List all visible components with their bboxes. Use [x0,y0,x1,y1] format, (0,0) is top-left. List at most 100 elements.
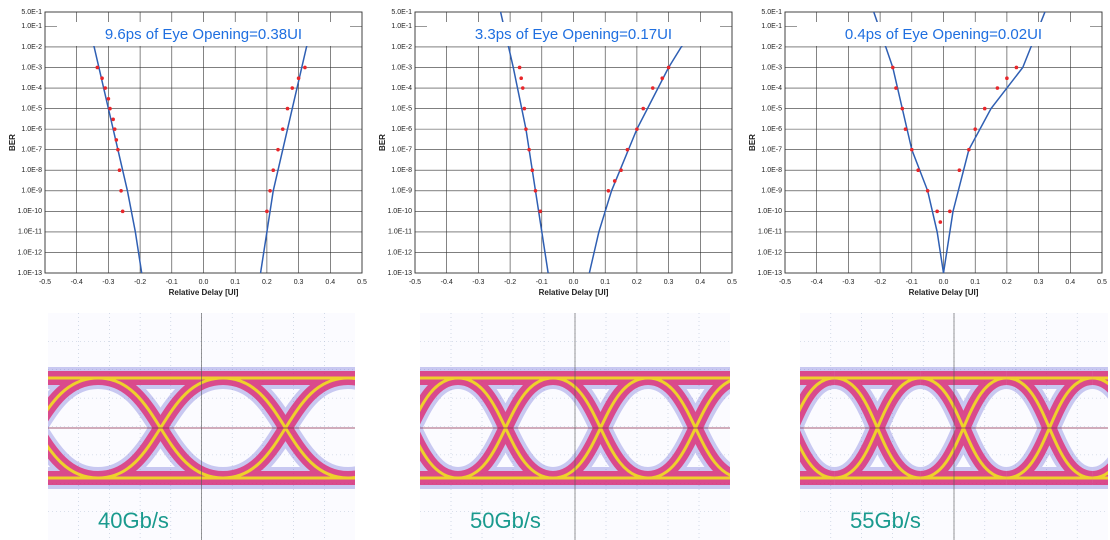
data-point [904,127,908,131]
data-point [297,76,301,80]
data-point [660,76,664,80]
x-tick-label: 0.3 [664,279,674,286]
data-point [118,168,122,172]
x-tick-label: -0.4 [441,279,453,286]
x-tick-label: -0.3 [842,279,854,286]
data-point [271,168,275,172]
y-tick-label: 1.0E-10 [757,208,782,215]
x-tick-label: 0.5 [357,279,367,286]
data-point [1015,66,1019,70]
x-axis-title: Relative Delay [UI] [169,288,239,297]
data-point [111,118,115,122]
data-point [1005,76,1009,80]
y-tick-label: 1.0E-7 [391,147,412,154]
data-point [613,179,617,183]
y-tick-label: 1.0E-1 [761,23,782,30]
y-tick-label: 1.0E-4 [761,85,782,92]
y-tick-label: 1.0E-8 [21,167,42,174]
x-tick-label: 0.3 [294,279,304,286]
x-tick-label: 0.5 [727,279,737,286]
data-point [303,66,307,70]
y-tick-label: 1.0E-7 [761,147,782,154]
y-tick-label: 1.0E-5 [21,105,42,112]
eye-diagram [0,313,473,540]
y-tick-label: 1.0E-11 [758,229,782,236]
data-point [916,168,920,172]
x-tick-label: 0.0 [199,279,209,286]
data-point [100,76,104,80]
x-tick-label: -0.3 [472,279,484,286]
x-tick-label: -0.2 [134,279,146,286]
data-point [619,168,623,172]
data-point [530,168,534,172]
y-axis-title: BER [378,134,387,151]
data-point [116,148,120,152]
x-tick-label: 0.2 [1002,279,1012,286]
data-point [534,189,538,193]
x-tick-label: 0.4 [325,279,335,286]
y-tick-label: 1.0E-8 [761,167,782,174]
data-point [523,107,527,111]
x-tick-label: -0.2 [874,279,886,286]
y-axis-title: BER [8,134,17,151]
data-point [651,86,655,90]
data-point [524,127,528,131]
chart-title: 9.6ps of Eye Opening=0.38UI [105,26,302,43]
data-point [121,210,125,214]
x-tick-label: 0.1 [970,279,980,286]
x-tick-label: -0.5 [39,279,51,286]
data-point [996,86,1000,90]
x-tick-label: -0.1 [166,279,178,286]
chart: 5.0E-11.0E-11.0E-21.0E-31.0E-41.0E-51.0E… [378,9,737,297]
data-point [286,107,290,111]
x-tick-label: 0.4 [1065,279,1075,286]
data-point [967,148,971,152]
data-point [894,86,898,90]
data-point [538,210,542,214]
data-point [926,189,930,193]
x-tick-label: 0.1 [230,279,240,286]
eye-diagram [363,313,743,540]
data-point [958,168,962,172]
data-point [935,210,939,214]
data-point [910,148,914,152]
data-point [96,66,100,70]
data-point [115,138,119,142]
x-tick-label: -0.1 [536,279,548,286]
data-point [983,107,987,111]
y-tick-label: 1.0E-10 [17,208,42,215]
data-point [635,127,639,131]
y-tick-label: 1.0E-10 [387,208,412,215]
data-point [900,107,904,111]
y-tick-label: 1.0E-6 [761,126,782,133]
y-tick-label: 1.0E-11 [18,229,42,236]
data-point [518,66,522,70]
y-tick-label: 1.0E-2 [21,44,42,51]
data-point [973,127,977,131]
x-tick-label: -0.3 [102,279,114,286]
data-point [281,127,285,131]
data-point [113,127,117,131]
y-tick-label: 5.0E-1 [21,9,42,16]
data-point [948,210,952,214]
x-tick-label: 0.2 [632,279,642,286]
y-tick-label: 1.0E-3 [391,64,412,71]
x-tick-label: 0.4 [695,279,705,286]
data-point [641,107,645,111]
y-tick-label: 1.0E-9 [391,188,412,195]
y-tick-label: 1.0E-9 [761,188,782,195]
y-tick-label: 1.0E-7 [21,147,42,154]
data-point [276,148,280,152]
chart: 5.0E-11.0E-11.0E-21.0E-31.0E-41.0E-51.0E… [748,9,1107,297]
y-tick-label: 1.0E-4 [21,85,42,92]
x-tick-label: -0.1 [906,279,918,286]
y-tick-label: 1.0E-3 [21,64,42,71]
y-tick-label: 1.0E-2 [761,44,782,51]
data-point [527,148,531,152]
y-tick-label: 1.0E-11 [388,229,412,236]
y-tick-label: 5.0E-1 [391,9,412,16]
data-point [268,189,272,193]
y-tick-label: 1.0E-12 [757,249,782,256]
data-point [626,148,630,152]
data-point [667,66,671,70]
